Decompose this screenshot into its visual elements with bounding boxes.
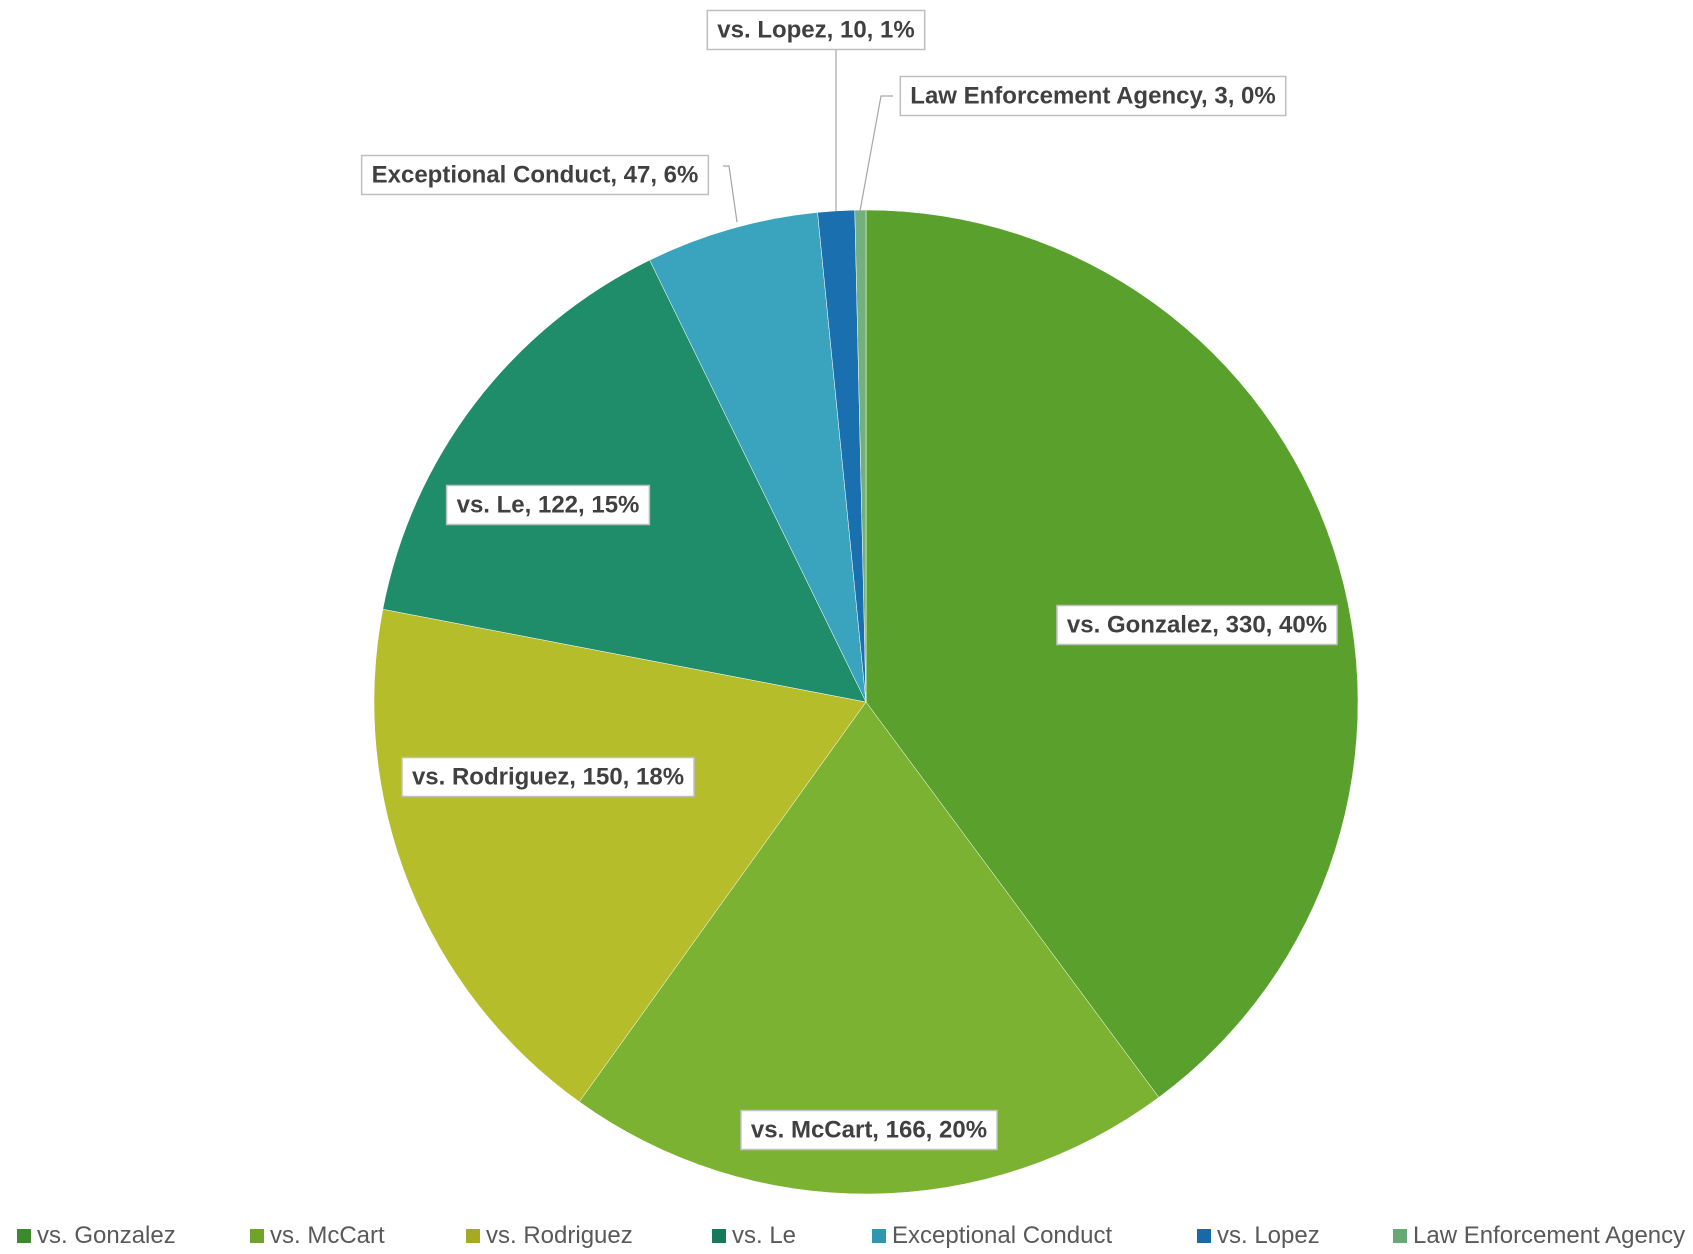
legend-item-mccart: vs. McCart [250, 1222, 385, 1250]
data-label-box [706, 9, 926, 51]
data-label-gonzalez: vs. Gonzalez, 330, 40% [1056, 604, 1338, 646]
legend-label: vs. Gonzalez [37, 1222, 176, 1249]
data-label-le: vs. Le, 122, 15% [445, 484, 651, 526]
legend-swatch-icon [712, 1229, 726, 1243]
legend-label: vs. Rodriguez [486, 1222, 633, 1249]
pie-chart-svg: vs. Gonzalez, 330, 40% vs. McCart, 166, 2… [360, 9, 1359, 1195]
pie-slice-rodriguez [373, 608, 867, 1103]
data-label-box [740, 1109, 998, 1151]
legend-item-exceptional-conduct: Exceptional Conduct [872, 1222, 1112, 1250]
pie-slice-gonzalez [865, 209, 1359, 1098]
legend-label: Law Enforcement Agency [1413, 1222, 1686, 1249]
pie-slices [373, 209, 1359, 1195]
data-label-text: vs. Le, 122, 15% [457, 492, 640, 519]
data-label-text: vs. Gonzalez, 330, 40% [1067, 612, 1327, 639]
data-label-mccart: vs. McCart, 166, 20% [740, 1109, 998, 1151]
data-label-text: vs. Rodriguez, 150, 18% [412, 764, 684, 791]
legend: vs. Gonzalez vs. McCart vs. Rodriguez vs… [0, 1222, 1693, 1252]
legend-swatch-icon [466, 1229, 480, 1243]
legend-swatch-icon [17, 1229, 31, 1243]
pie-slice-le [382, 259, 867, 703]
leader-lines [723, 47, 893, 223]
legend-label: vs. McCart [270, 1222, 385, 1249]
leader-line-exceptional-conduct [723, 165, 738, 223]
data-label-exceptional-conduct: Exceptional Conduct, 47, 6% [360, 154, 710, 196]
pie-slice-exceptional-conduct [649, 212, 867, 703]
legend-swatch-icon [1197, 1229, 1211, 1243]
legend-item-le: vs. Le [712, 1222, 796, 1250]
data-label-law-enforcement-agency: Law Enforcement Agency, 3, 0% [899, 75, 1287, 117]
data-label-rodriguez: vs. Rodriguez, 150, 18% [401, 756, 695, 798]
data-label-box [360, 154, 710, 196]
data-label-box [1056, 604, 1338, 646]
legend-label: Exceptional Conduct [892, 1222, 1113, 1249]
data-label-lopez: vs. Lopez, 10, 1% [706, 9, 926, 51]
data-labels: vs. Gonzalez, 330, 40% vs. McCart, 166, 2… [360, 9, 1338, 1151]
legend-swatch-icon [872, 1229, 886, 1243]
pie-slice-mccart [578, 701, 1160, 1195]
legend-swatch-icon [250, 1229, 264, 1243]
legend-item-gonzalez: vs. Gonzalez [17, 1222, 176, 1250]
data-label-text: vs. Lopez, 10, 1% [717, 17, 914, 44]
legend-label: vs. Lopez [1217, 1222, 1320, 1249]
leader-line-law-enforcement-agency [859, 95, 893, 212]
legend-label: vs. Le [732, 1222, 797, 1249]
data-label-box [445, 484, 651, 526]
data-label-text: Exceptional Conduct, 47, 6% [372, 162, 699, 189]
data-label-box [899, 75, 1287, 117]
data-label-text: Law Enforcement Agency, 3, 0% [910, 83, 1275, 110]
legend-item-lopez: vs. Lopez [1197, 1222, 1320, 1250]
legend-swatch-icon [1393, 1229, 1407, 1243]
legend-item-rodriguez: vs. Rodriguez [466, 1222, 633, 1250]
data-label-text: vs. McCart, 166, 20% [751, 1117, 987, 1144]
data-label-box [401, 756, 695, 798]
legend-item-law-enforcement-agency: Law Enforcement Agency [1393, 1222, 1685, 1250]
